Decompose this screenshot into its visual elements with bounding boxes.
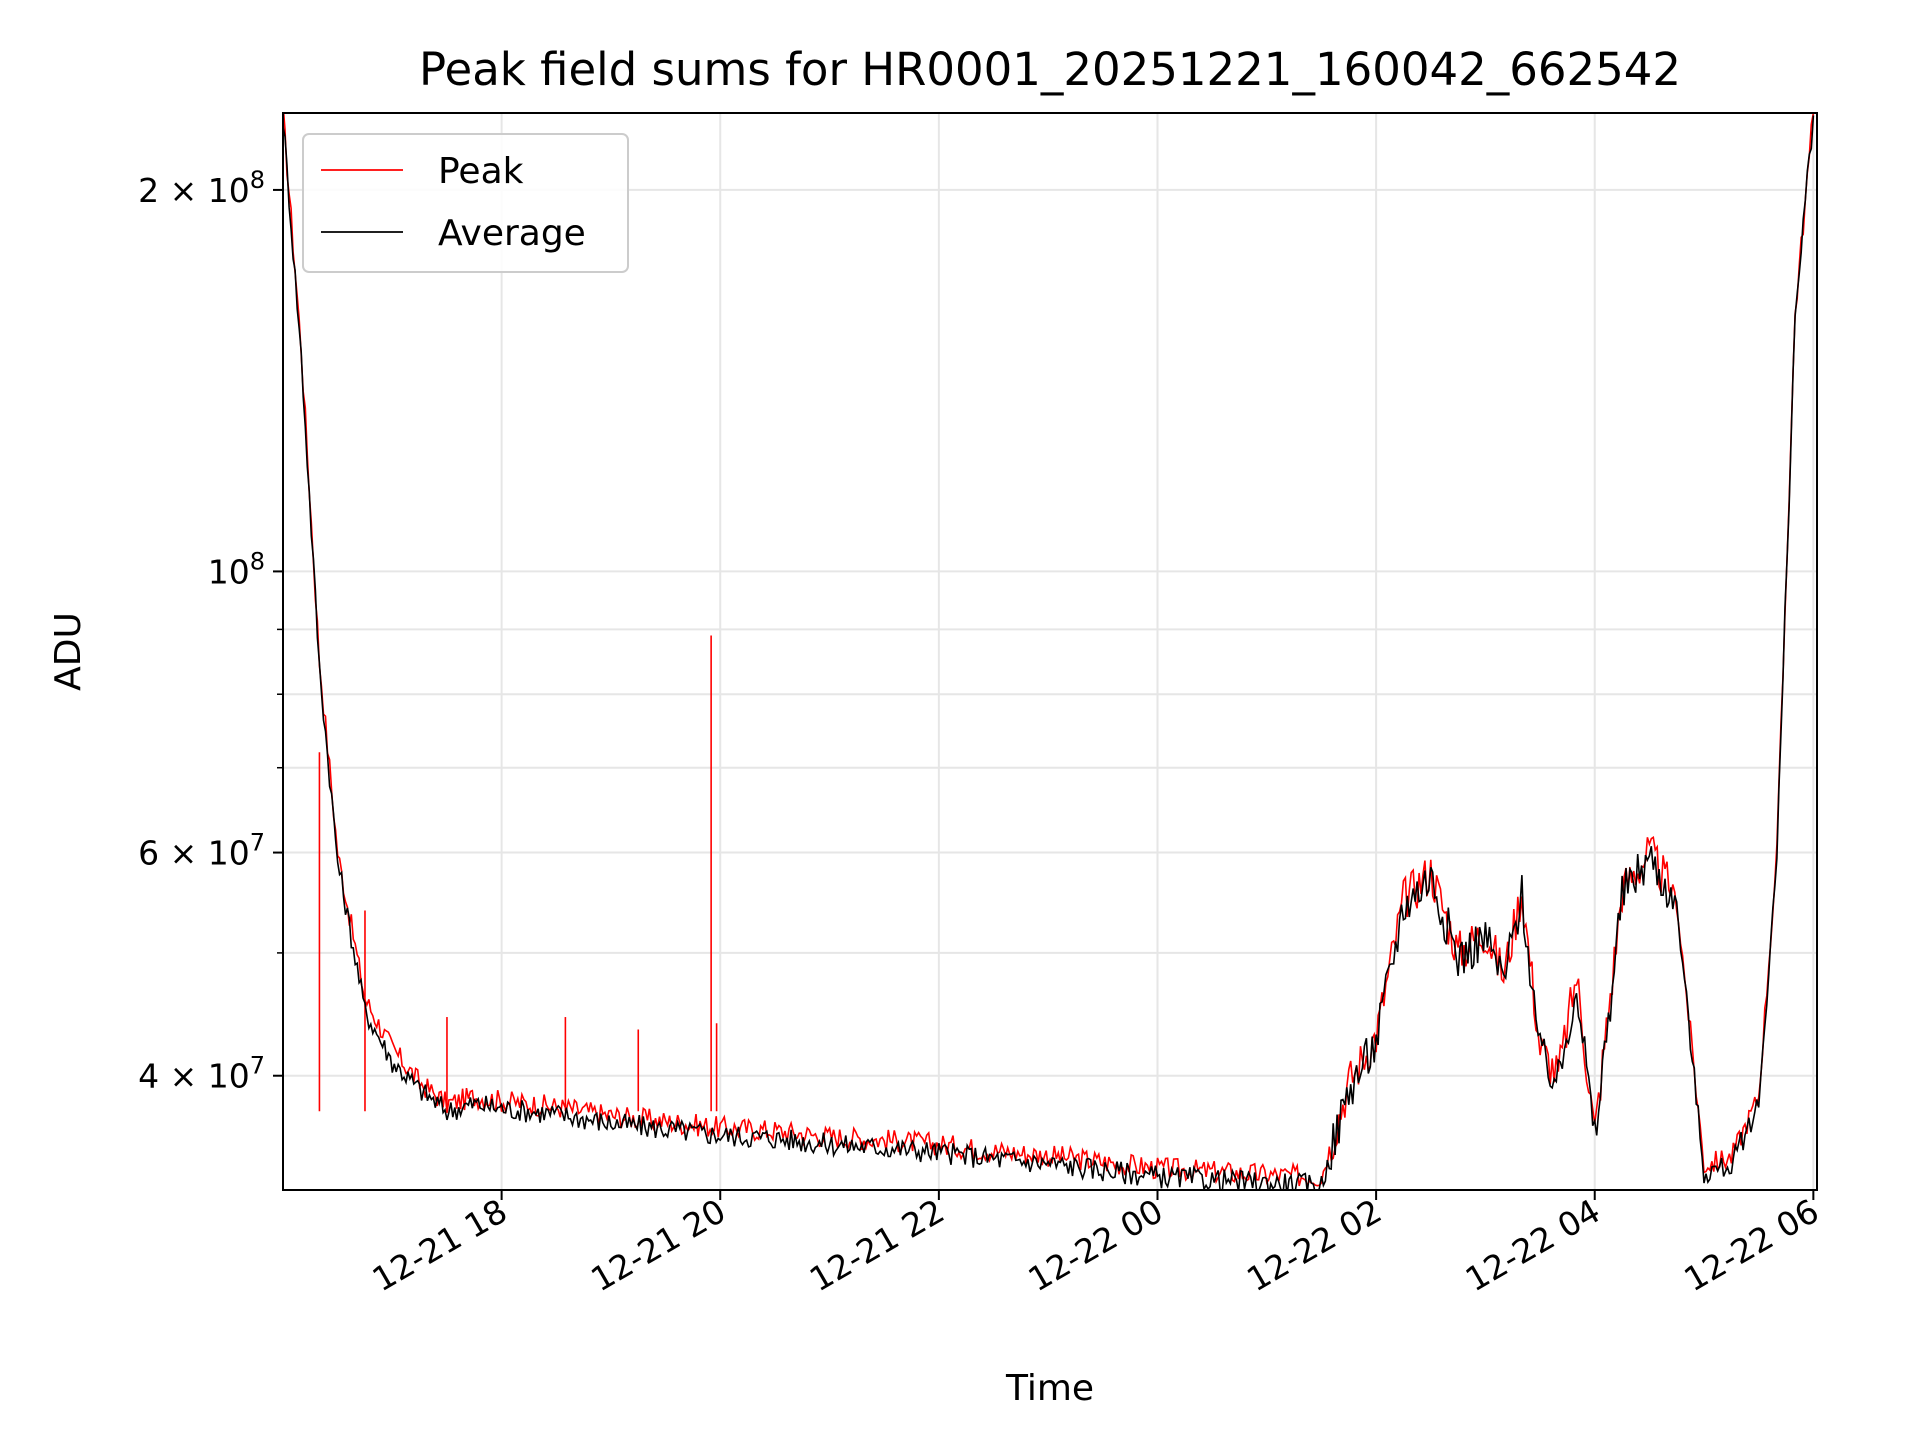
legend-label-peak: Peak <box>438 151 524 192</box>
x-axis-label: Time <box>1005 1368 1094 1409</box>
y-axis-label: ADU <box>48 612 89 691</box>
legend: Peak Average <box>302 133 629 273</box>
series-line-average <box>283 115 1815 1190</box>
legend-box <box>302 133 629 273</box>
chart-title: Peak field sums for HR0001_20251221_1600… <box>419 43 1681 96</box>
plot-frame <box>282 112 1818 1191</box>
grid <box>283 113 1817 1190</box>
legend-label-average: Average <box>438 213 586 254</box>
y-tick-label: 4 × 107 <box>138 1052 265 1096</box>
y-tick-exponent: 7 <box>250 1052 265 1080</box>
y-tick-label: 2 × 108 <box>138 166 265 210</box>
y-tick-exponent: 8 <box>250 547 265 575</box>
y-tick-exponent: 8 <box>250 166 265 194</box>
y-tick-label: 6 × 107 <box>138 829 265 873</box>
series-layer <box>283 113 1815 1190</box>
y-tick-exponent: 7 <box>250 829 265 857</box>
